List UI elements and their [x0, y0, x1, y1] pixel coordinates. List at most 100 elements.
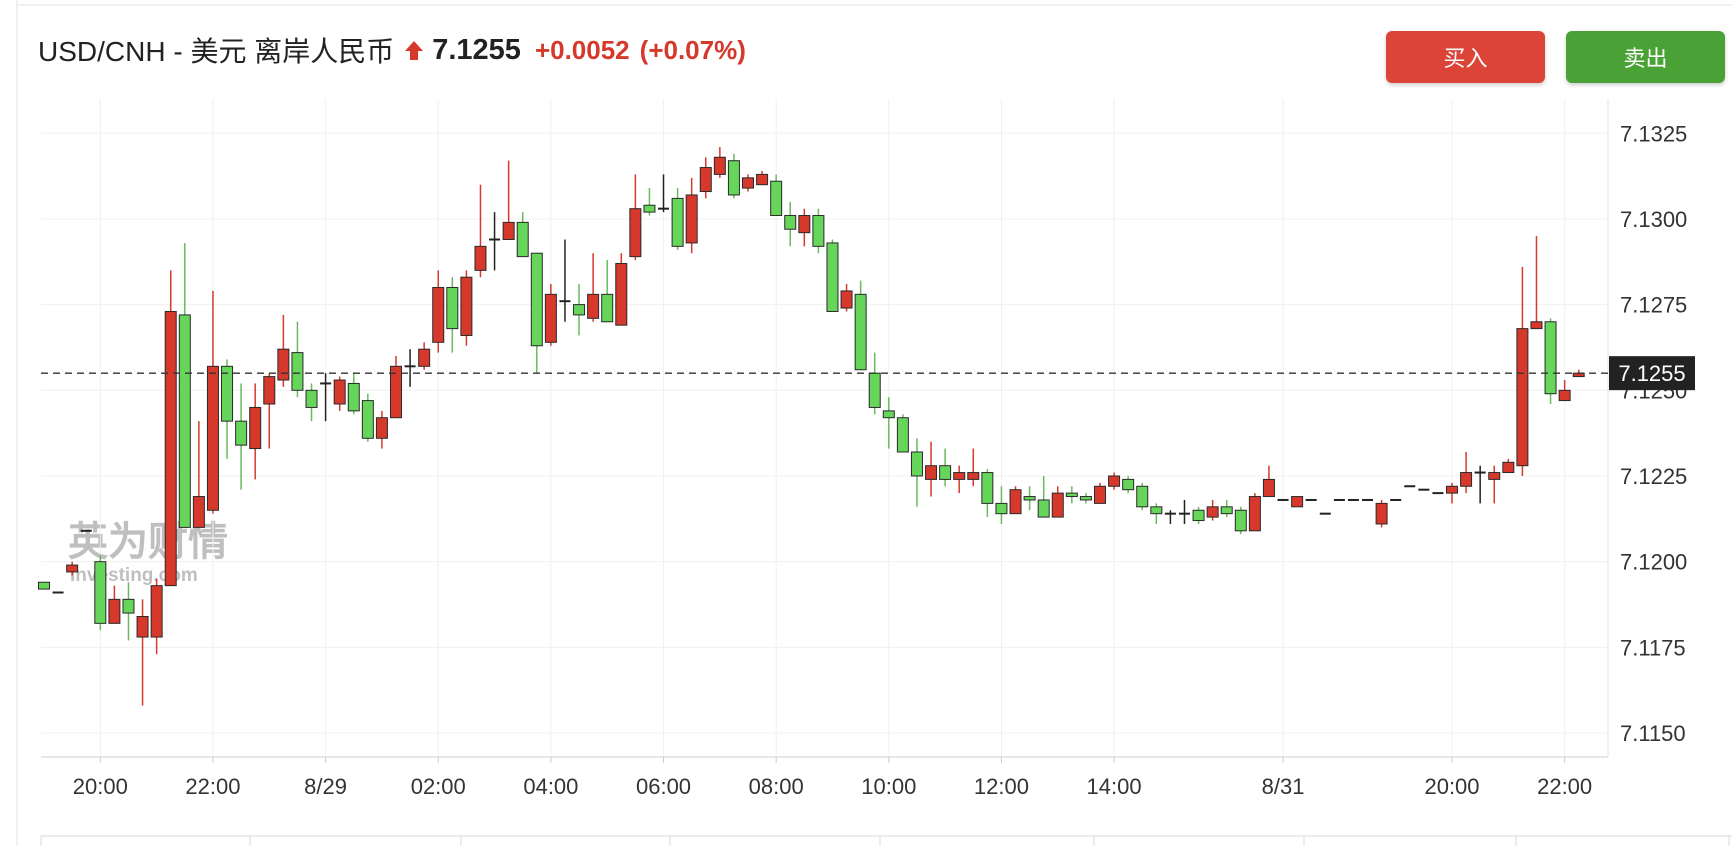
candle-body	[1375, 502, 1388, 525]
candle-body	[713, 156, 726, 175]
candle-body	[1150, 506, 1163, 515]
candle-body	[882, 410, 895, 419]
candle-body	[1446, 485, 1458, 494]
y-tick-label: 7.1225	[1620, 464, 1687, 489]
candle-body	[249, 406, 262, 450]
y-tick-label: 7.1150	[1620, 721, 1686, 746]
x-tick-label: 20:00	[73, 774, 128, 799]
candle-body	[770, 180, 783, 217]
candle-body	[333, 379, 346, 405]
x-tick-label: 22:00	[1537, 774, 1592, 799]
x-tick-label: 8/29	[304, 774, 347, 799]
candle-body	[277, 348, 290, 381]
candle-body	[1009, 489, 1022, 515]
candle-body	[953, 472, 966, 480]
candle-body	[221, 365, 234, 422]
candle-body	[615, 263, 628, 326]
candle-body	[1291, 496, 1304, 508]
candle-body	[643, 204, 656, 213]
x-tick-label: 12:00	[974, 774, 1029, 799]
candle-body	[629, 208, 642, 258]
candle-body	[1065, 492, 1078, 498]
instrument-title: USD/CNH - 美元 离岸人民币	[38, 36, 395, 67]
candle-body	[446, 286, 459, 330]
candle-body	[798, 215, 811, 234]
sell-button[interactable]: 卖出	[1566, 31, 1725, 83]
candle-body	[38, 581, 50, 590]
candle-body	[699, 167, 712, 193]
candle-body	[1234, 509, 1247, 532]
candle-body	[544, 293, 557, 343]
candle-body	[375, 417, 388, 439]
candle-body	[573, 304, 586, 316]
x-tick-label: 04:00	[523, 774, 578, 799]
y-tick-label: 7.1175	[1620, 635, 1686, 660]
candle-body	[925, 465, 938, 480]
candle-body	[361, 400, 374, 439]
candle-body	[896, 417, 909, 453]
candle-body	[587, 293, 600, 319]
candle-body	[305, 389, 318, 408]
candle-body	[94, 561, 107, 624]
candle-body	[530, 252, 543, 347]
candle-body	[432, 286, 445, 343]
candle-body	[1079, 496, 1092, 501]
header: USD/CNH - 美元 离岸人民币 7.1255 +0.0052 (+0.07…	[38, 30, 746, 70]
candle-body	[1122, 478, 1135, 491]
candle-body	[1262, 478, 1275, 498]
candle-body	[150, 585, 163, 638]
candle-body	[854, 293, 867, 371]
candle-body	[1544, 321, 1557, 395]
bottom-strip	[40, 835, 1732, 846]
x-tick-label: 20:00	[1424, 774, 1479, 799]
candle-body	[967, 472, 980, 480]
plot-area: 7.11507.11757.12007.12257.12507.12757.13…	[38, 99, 1695, 799]
candle-body	[981, 472, 994, 504]
y-tick-label: 7.1325	[1620, 121, 1687, 146]
candle-body	[108, 598, 121, 624]
candle-body	[1502, 461, 1515, 474]
candle-body	[1220, 506, 1233, 515]
candle-body	[995, 502, 1008, 515]
watermark-en: Investing.com	[70, 565, 198, 586]
candle-body	[206, 365, 219, 511]
candle-body	[939, 465, 952, 480]
candle-body	[826, 242, 839, 312]
candle-body	[1094, 485, 1106, 504]
x-tick-label: 14:00	[1087, 774, 1142, 799]
buy-button[interactable]: 买入	[1386, 31, 1545, 83]
candle-body	[1206, 506, 1219, 518]
x-tick-label: 8/31	[1262, 774, 1305, 799]
candle-body	[1192, 509, 1205, 522]
candle-body	[164, 310, 177, 587]
candle-body	[868, 372, 881, 408]
candle-body	[910, 451, 923, 477]
candle-body	[1516, 328, 1529, 467]
candle-body	[1136, 485, 1149, 508]
x-tick-label: 08:00	[749, 774, 804, 799]
candle-body	[1108, 475, 1121, 487]
candle-body	[784, 215, 797, 230]
candle-body	[263, 376, 276, 405]
candle-body	[516, 221, 529, 258]
candle-body	[601, 293, 614, 323]
candle-body	[235, 420, 248, 446]
candle-body	[742, 177, 754, 189]
candle-body	[474, 245, 487, 271]
y-tick-label: 7.1200	[1620, 550, 1687, 575]
last-price: 7.1255	[432, 33, 521, 66]
y-tick-label: 7.1275	[1620, 293, 1687, 318]
y-tick-label: 7.1300	[1620, 207, 1687, 232]
up-arrow-icon	[405, 41, 424, 60]
candle-body	[178, 314, 191, 528]
candle-body	[1037, 499, 1050, 518]
candle-body	[347, 382, 360, 412]
last-price-label: 7.1255	[1618, 361, 1685, 386]
candle-body	[1460, 472, 1473, 487]
price-change-pct: (+0.07%)	[639, 34, 746, 65]
x-tick-label: 02:00	[411, 774, 466, 799]
candle-body	[1051, 492, 1064, 518]
x-tick-label: 22:00	[185, 774, 240, 799]
candle-body	[1488, 472, 1501, 480]
